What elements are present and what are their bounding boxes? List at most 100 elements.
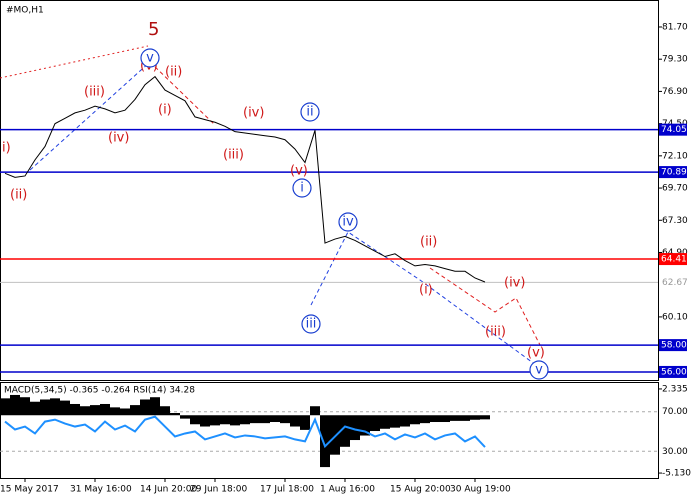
- y2-tick-label: -5.130: [662, 469, 691, 479]
- macd-bar: [90, 405, 100, 416]
- macd-bar: [80, 406, 90, 416]
- wave-circle: [529, 360, 549, 380]
- macd-bar: [70, 403, 80, 416]
- wave-label: (iv): [504, 276, 525, 291]
- rsi-line: [4, 415, 486, 449]
- macd-bar: [40, 399, 50, 416]
- wave-label: v: [146, 51, 154, 66]
- y-tick-label: 70.00: [662, 407, 688, 417]
- wave-guide: [0, 45, 149, 79]
- macd-bar: [140, 399, 150, 416]
- level-label-box: [659, 166, 687, 179]
- x-tick-label: 17 Jul 18:00: [260, 485, 314, 495]
- macd-bar: [50, 398, 60, 416]
- macd-bar: [170, 412, 180, 416]
- macd-bar: [130, 405, 140, 416]
- x-tick-label: 15 Aug 20:00: [390, 485, 451, 495]
- macd-bar: [380, 415, 390, 429]
- y-tick-label: 81.70: [662, 22, 688, 32]
- macd-bar: [200, 415, 210, 427]
- macd-bar: [400, 415, 410, 427]
- macd-bar: [120, 408, 130, 416]
- macd-bar: [0, 398, 10, 416]
- macd-bar: [310, 406, 320, 416]
- macd-bar: [110, 407, 120, 416]
- macd-bar: [190, 415, 200, 425]
- wave-circle: [292, 178, 312, 198]
- macd-bar: [150, 397, 160, 416]
- macd-bar: [160, 406, 170, 416]
- macd-bar: [30, 401, 40, 416]
- macd-bar: [220, 415, 230, 425]
- level-label: 70.89: [661, 168, 687, 178]
- wave-guide: [29, 61, 151, 171]
- level-label: 74.05: [661, 125, 687, 135]
- macd-bar: [270, 415, 280, 423]
- symbol-title: #MO,H1: [6, 6, 44, 16]
- y-tick-label: 79.30: [662, 55, 688, 65]
- wave-label: iii: [306, 317, 317, 332]
- macd-bar: [210, 415, 220, 426]
- wave-label: (iv): [243, 106, 264, 121]
- macd-bar: [260, 415, 270, 424]
- macd-bar: [360, 415, 370, 436]
- wave-label: (iii): [84, 85, 105, 100]
- y-tick-label: 72.10: [662, 151, 688, 161]
- macd-bar: [20, 397, 30, 416]
- macd-bar: [10, 394, 20, 416]
- macd-bar: [240, 415, 250, 425]
- wave-circle: [301, 314, 321, 334]
- level-label: 58.00: [661, 341, 687, 351]
- current-price-label: 62.67: [662, 278, 688, 288]
- x-tick-label: 1 Aug 16:00: [320, 485, 375, 495]
- y-tick-label: 69.70: [662, 184, 688, 194]
- wave-label: i: [300, 181, 304, 196]
- x-tick-label: 31 May 16:00: [70, 485, 132, 495]
- macd-bar: [290, 415, 300, 427]
- indicator-title: MACD(5,34,5) -0.365 -0.264 RSI(14) 34.28: [4, 386, 195, 396]
- wave-label: (v): [527, 346, 545, 361]
- wave-guide: [149, 61, 216, 126]
- macd-bar: [230, 415, 240, 426]
- level-label-box: [659, 365, 687, 378]
- wave-label: (ii): [420, 235, 437, 250]
- macd-bar: [300, 415, 310, 430]
- x-tick-label: 30 Aug 19:00: [450, 485, 511, 495]
- macd-bar: [390, 415, 400, 428]
- macd-bar: [420, 415, 430, 424]
- wave-label: (v): [290, 164, 308, 179]
- level-label: 64.41: [661, 255, 687, 265]
- wave-circle: [140, 48, 160, 68]
- wave-guide: [429, 267, 541, 346]
- macd-bar: [460, 415, 470, 421]
- wave-label: v: [535, 363, 543, 378]
- wave-label: iv: [342, 215, 354, 230]
- macd-bar: [180, 415, 190, 419]
- macd-bar: [470, 415, 480, 420]
- macd-bar: [440, 415, 450, 423]
- macd-bar: [410, 415, 420, 425]
- macd-bar: [100, 403, 110, 416]
- macd-bar: [430, 415, 440, 423]
- wave-label: (ii): [165, 65, 182, 80]
- x-tick-label: 14 Jun 20:00: [140, 485, 197, 495]
- x-tick-label: 15 May 2017: [0, 485, 59, 495]
- macd-bar: [350, 415, 360, 441]
- macd-bar: [330, 415, 340, 455]
- macd-bar: [450, 415, 460, 421]
- macd-bar: [280, 415, 290, 424]
- y-tick-label: 67.30: [662, 216, 688, 226]
- wave-label: (iv): [108, 131, 129, 146]
- wave-guides: [0, 45, 541, 369]
- level-label-box: [659, 253, 687, 266]
- y-tick-label: 64.90: [662, 248, 688, 258]
- wave-circle: [300, 102, 320, 122]
- macd-bar: [370, 415, 380, 432]
- macd-bar: [250, 415, 260, 424]
- y-tick-label: 30.00: [662, 447, 688, 457]
- wave-label: i): [2, 141, 11, 156]
- wave-label: ii: [306, 105, 313, 120]
- wave-label: (i): [158, 103, 172, 118]
- y2-tick-label: 2.335: [662, 384, 688, 394]
- macd-bar: [480, 415, 490, 420]
